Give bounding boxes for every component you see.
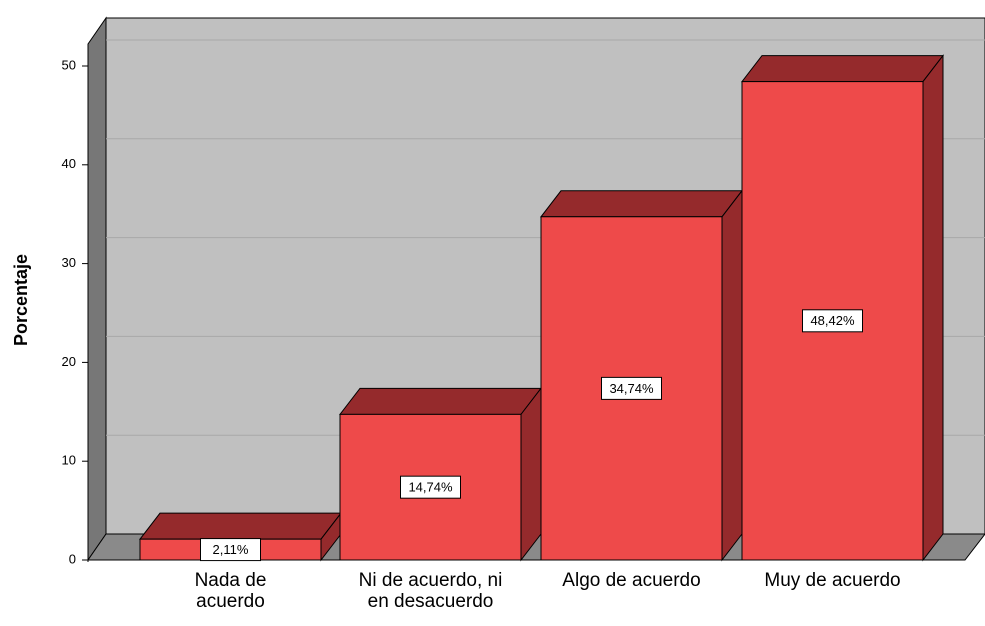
value-label: 34,74% [609,381,654,396]
bar-top [740,55,945,83]
bar-side [520,386,542,562]
bar-top [138,512,343,540]
value-label: 2,11% [213,542,249,557]
bar [740,54,945,562]
bar-side [922,54,944,562]
y-tick-label: 20 [62,354,76,369]
bar [539,189,744,562]
x-tick-label: Ni de acuerdo, ni en desacuerdo [358,570,503,612]
x-tick-label: Muy de acuerdo [764,570,901,591]
value-label-box [400,475,461,499]
y-tick-label: 40 [62,156,76,171]
y-tick-label: 50 [62,57,76,72]
y-tick-label: 10 [62,453,76,468]
x-tick-label: Algo de acuerdo [562,570,701,591]
value-label: 14,74% [408,480,453,495]
bar-top [338,387,543,415]
bar [338,386,543,562]
value-label-box [601,376,662,400]
y-tick-label: 0 [69,551,76,566]
value-label: 48,42% [810,313,855,328]
side-wall [87,16,107,562]
y-tick-label: 30 [62,255,76,270]
bar-side [721,189,743,562]
value-label-box [200,538,261,562]
x-tick-label: Nada de acuerdo [194,570,267,612]
value-label-box [802,309,863,333]
y-axis-title: Porcentaje [11,254,31,346]
bar-top [539,190,744,218]
